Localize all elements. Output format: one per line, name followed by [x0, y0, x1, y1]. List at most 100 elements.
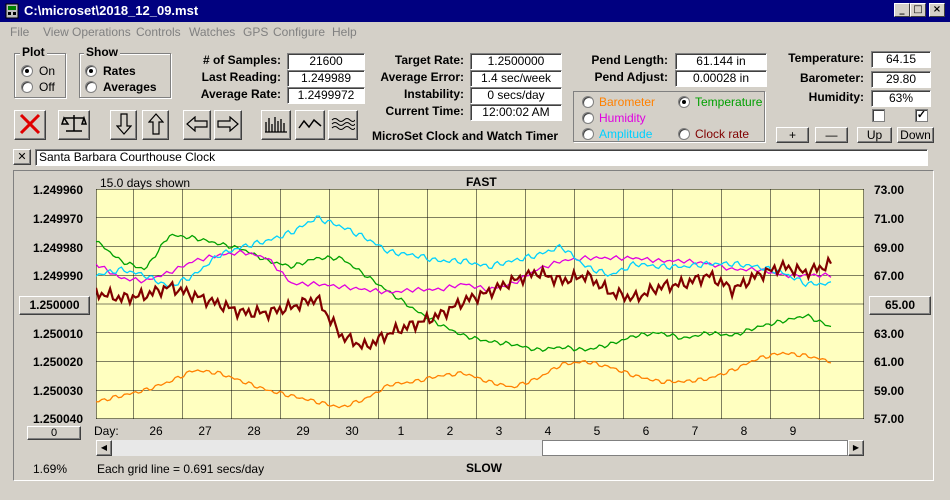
barometer-option-label: Barometer	[599, 95, 656, 109]
app-icon	[5, 3, 19, 19]
show-group	[79, 53, 171, 98]
percent-label: 1.69%	[33, 462, 68, 476]
right-center-button[interactable]: 65.00	[869, 296, 931, 315]
instability-field: 0 secs/day	[470, 87, 562, 104]
clear-clock-name-button[interactable]: ✕	[13, 149, 31, 165]
offset-button[interactable]: 0	[27, 426, 81, 440]
menu-help[interactable]: Help	[332, 25, 357, 39]
left-tick-label: 1.250010	[32, 327, 83, 341]
clock-name-field[interactable]: Santa Barbara Courthouse Clock	[35, 149, 928, 166]
close-window-button[interactable]: ×	[929, 3, 945, 17]
x-tick-labels: 26 27 28 29 30 1 2 3 4 5 6 7 8 9	[0, 424, 950, 438]
arrow-right-icon	[217, 115, 239, 132]
clock-rate-radio[interactable]	[678, 128, 690, 140]
compress-view-button[interactable]	[261, 110, 291, 140]
plus-button[interactable]: +	[776, 127, 809, 143]
x-tick-label: 29	[296, 424, 310, 438]
menu-configure[interactable]: Configure	[273, 25, 326, 39]
maximize-button[interactable]: □	[910, 3, 926, 17]
target-rate-label: Target Rate:	[394, 53, 464, 67]
left-tick-label: 1.249980	[32, 241, 83, 255]
option-checkbox-2[interactable]: ✓	[915, 109, 928, 122]
waves-icon	[331, 117, 356, 130]
humidity-field: 63%	[871, 90, 931, 107]
wave-icon	[298, 118, 322, 128]
barometer-field: 29.80	[871, 71, 931, 88]
option-checkbox-1[interactable]	[872, 109, 885, 122]
pend-adjust-field[interactable]: 0.00028 in	[675, 70, 767, 87]
days-shown-label: 15.0 days shown	[100, 176, 191, 190]
title-bar: C:\microset\2018_12_09.mst _ □ ×	[0, 0, 950, 22]
scroll-left-button[interactable]	[183, 110, 211, 140]
bars-icon	[265, 116, 287, 133]
last-reading-label: Last Reading:	[201, 70, 281, 84]
fast-label: FAST	[466, 175, 497, 189]
x-tick-label: 28	[247, 424, 261, 438]
show-averages-radio[interactable]	[85, 81, 97, 93]
humidity-option-label: Humidity	[599, 111, 646, 125]
expand-view-button[interactable]	[328, 110, 358, 140]
amplitude-radio[interactable]	[582, 128, 594, 140]
normal-view-button[interactable]	[295, 110, 325, 140]
menu-operations[interactable]: Operations	[72, 25, 131, 39]
left-center-button[interactable]: 1.250000	[19, 296, 90, 315]
right-tick-label: 69.00	[874, 241, 905, 255]
plot-on-label: On	[39, 64, 56, 78]
humidity-radio[interactable]	[582, 112, 594, 124]
last-reading-field: 1.249989	[287, 70, 365, 87]
x-tick-label: 3	[495, 424, 503, 438]
chart-panel	[13, 170, 934, 481]
x-tick-label: 30	[345, 424, 359, 438]
menu-controls[interactable]: Controls	[136, 25, 181, 39]
scroll-down-button[interactable]	[110, 110, 137, 140]
down-button[interactable]: Down	[897, 127, 934, 143]
minimize-button[interactable]: _	[894, 3, 910, 17]
plot-on-radio[interactable]	[21, 65, 33, 77]
right-tick-label: 67.00	[874, 269, 905, 283]
clock-rate-option-label: Clock rate	[695, 127, 750, 141]
x-tick-label: 27	[198, 424, 212, 438]
menu-file[interactable]: File	[10, 25, 30, 39]
current-time-label: Current Time:	[385, 104, 464, 118]
scroll-left-arrow[interactable]: ◀	[96, 440, 112, 456]
show-rates-radio[interactable]	[85, 65, 97, 77]
horizontal-scrollbar[interactable]: ◀ ▶	[96, 440, 864, 456]
scroll-right-arrow[interactable]: ▶	[848, 440, 864, 456]
up-button[interactable]: Up	[857, 127, 892, 143]
menu-view[interactable]: View	[43, 25, 69, 39]
target-rate-field[interactable]: 1.2500000	[470, 53, 562, 70]
plot-group-title: Plot	[20, 45, 47, 59]
menu-gps[interactable]: GPS	[243, 25, 269, 39]
menu-watches[interactable]: Watches	[189, 25, 236, 39]
app-caption: MicroSet Clock and Watch Timer	[372, 129, 559, 143]
minus-button[interactable]: —	[815, 127, 848, 143]
arrow-up-icon	[147, 112, 164, 135]
left-tick-label: 1.249990	[32, 269, 83, 283]
rate-chart	[96, 189, 864, 419]
arrow-left-icon	[186, 115, 208, 132]
series-line	[96, 215, 832, 288]
scroll-up-button[interactable]	[142, 110, 169, 140]
plot-off-radio[interactable]	[21, 81, 33, 93]
x-tick-label: 26	[149, 424, 163, 438]
temperature-radio[interactable]	[678, 96, 690, 108]
left-tick-label: 1.249960	[32, 183, 83, 197]
series-line	[96, 255, 832, 351]
pend-length-field: 61.144 in	[675, 53, 767, 70]
grid-scale-label: Each grid line = 0.691 secs/day	[97, 462, 265, 476]
current-time-field: 12:00:02 AM	[470, 104, 562, 121]
series-line	[96, 233, 832, 352]
barometer-radio[interactable]	[582, 96, 594, 108]
temperature-option-label: Temperature	[695, 95, 763, 109]
slow-label: SLOW	[466, 461, 502, 475]
scroll-right-button[interactable]	[214, 110, 242, 140]
x-tick-label: 7	[691, 424, 699, 438]
window-title: C:\microset\2018_12_09.mst	[24, 3, 199, 18]
barometer-label: Barometer:	[799, 71, 864, 85]
instability-label: Instability:	[403, 87, 464, 101]
balance-button[interactable]	[58, 110, 90, 140]
pend-length-label: Pend Length:	[591, 53, 668, 67]
scrollbar-thumb[interactable]	[542, 440, 848, 456]
amplitude-option-label: Amplitude	[599, 127, 653, 141]
stop-button[interactable]	[14, 110, 46, 140]
